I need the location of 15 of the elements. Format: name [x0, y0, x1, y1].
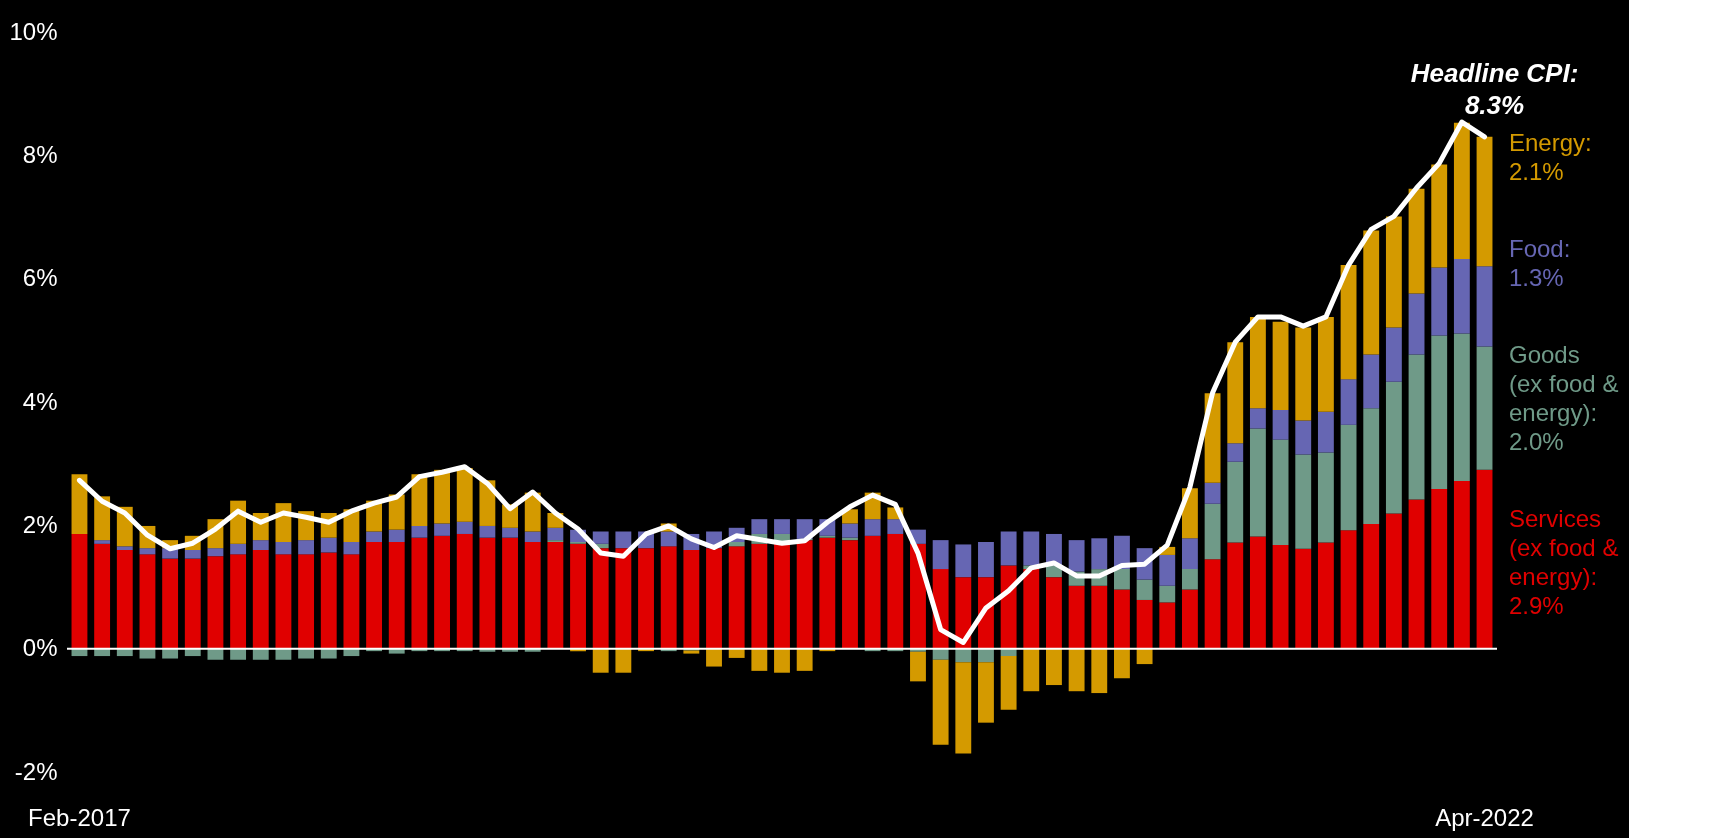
series-label: Food: 1.3%: [1509, 235, 1571, 291]
y-tick-label: 4%: [22, 387, 58, 415]
y-tick-label: 6%: [22, 264, 58, 292]
series-label: Services (ex food & energy): 2.9%: [1509, 505, 1619, 619]
y-tick-label: -2%: [14, 757, 58, 785]
text: Headline CPI:: [1410, 57, 1579, 88]
series-label: Goods (ex food & energy): 2.0%: [1509, 341, 1619, 455]
y-tick-label: 10%: [9, 17, 58, 45]
x-tick-label: Apr-2022: [1435, 803, 1534, 831]
series-label: Energy: 2.1%: [1509, 129, 1592, 185]
y-tick-label: 8%: [22, 140, 58, 168]
x-tick-label: Feb-2017: [28, 803, 131, 831]
y-tick-label: 0%: [22, 634, 58, 662]
data-label: 8.3%: [1464, 89, 1525, 120]
y-tick-label: 2%: [22, 510, 58, 538]
